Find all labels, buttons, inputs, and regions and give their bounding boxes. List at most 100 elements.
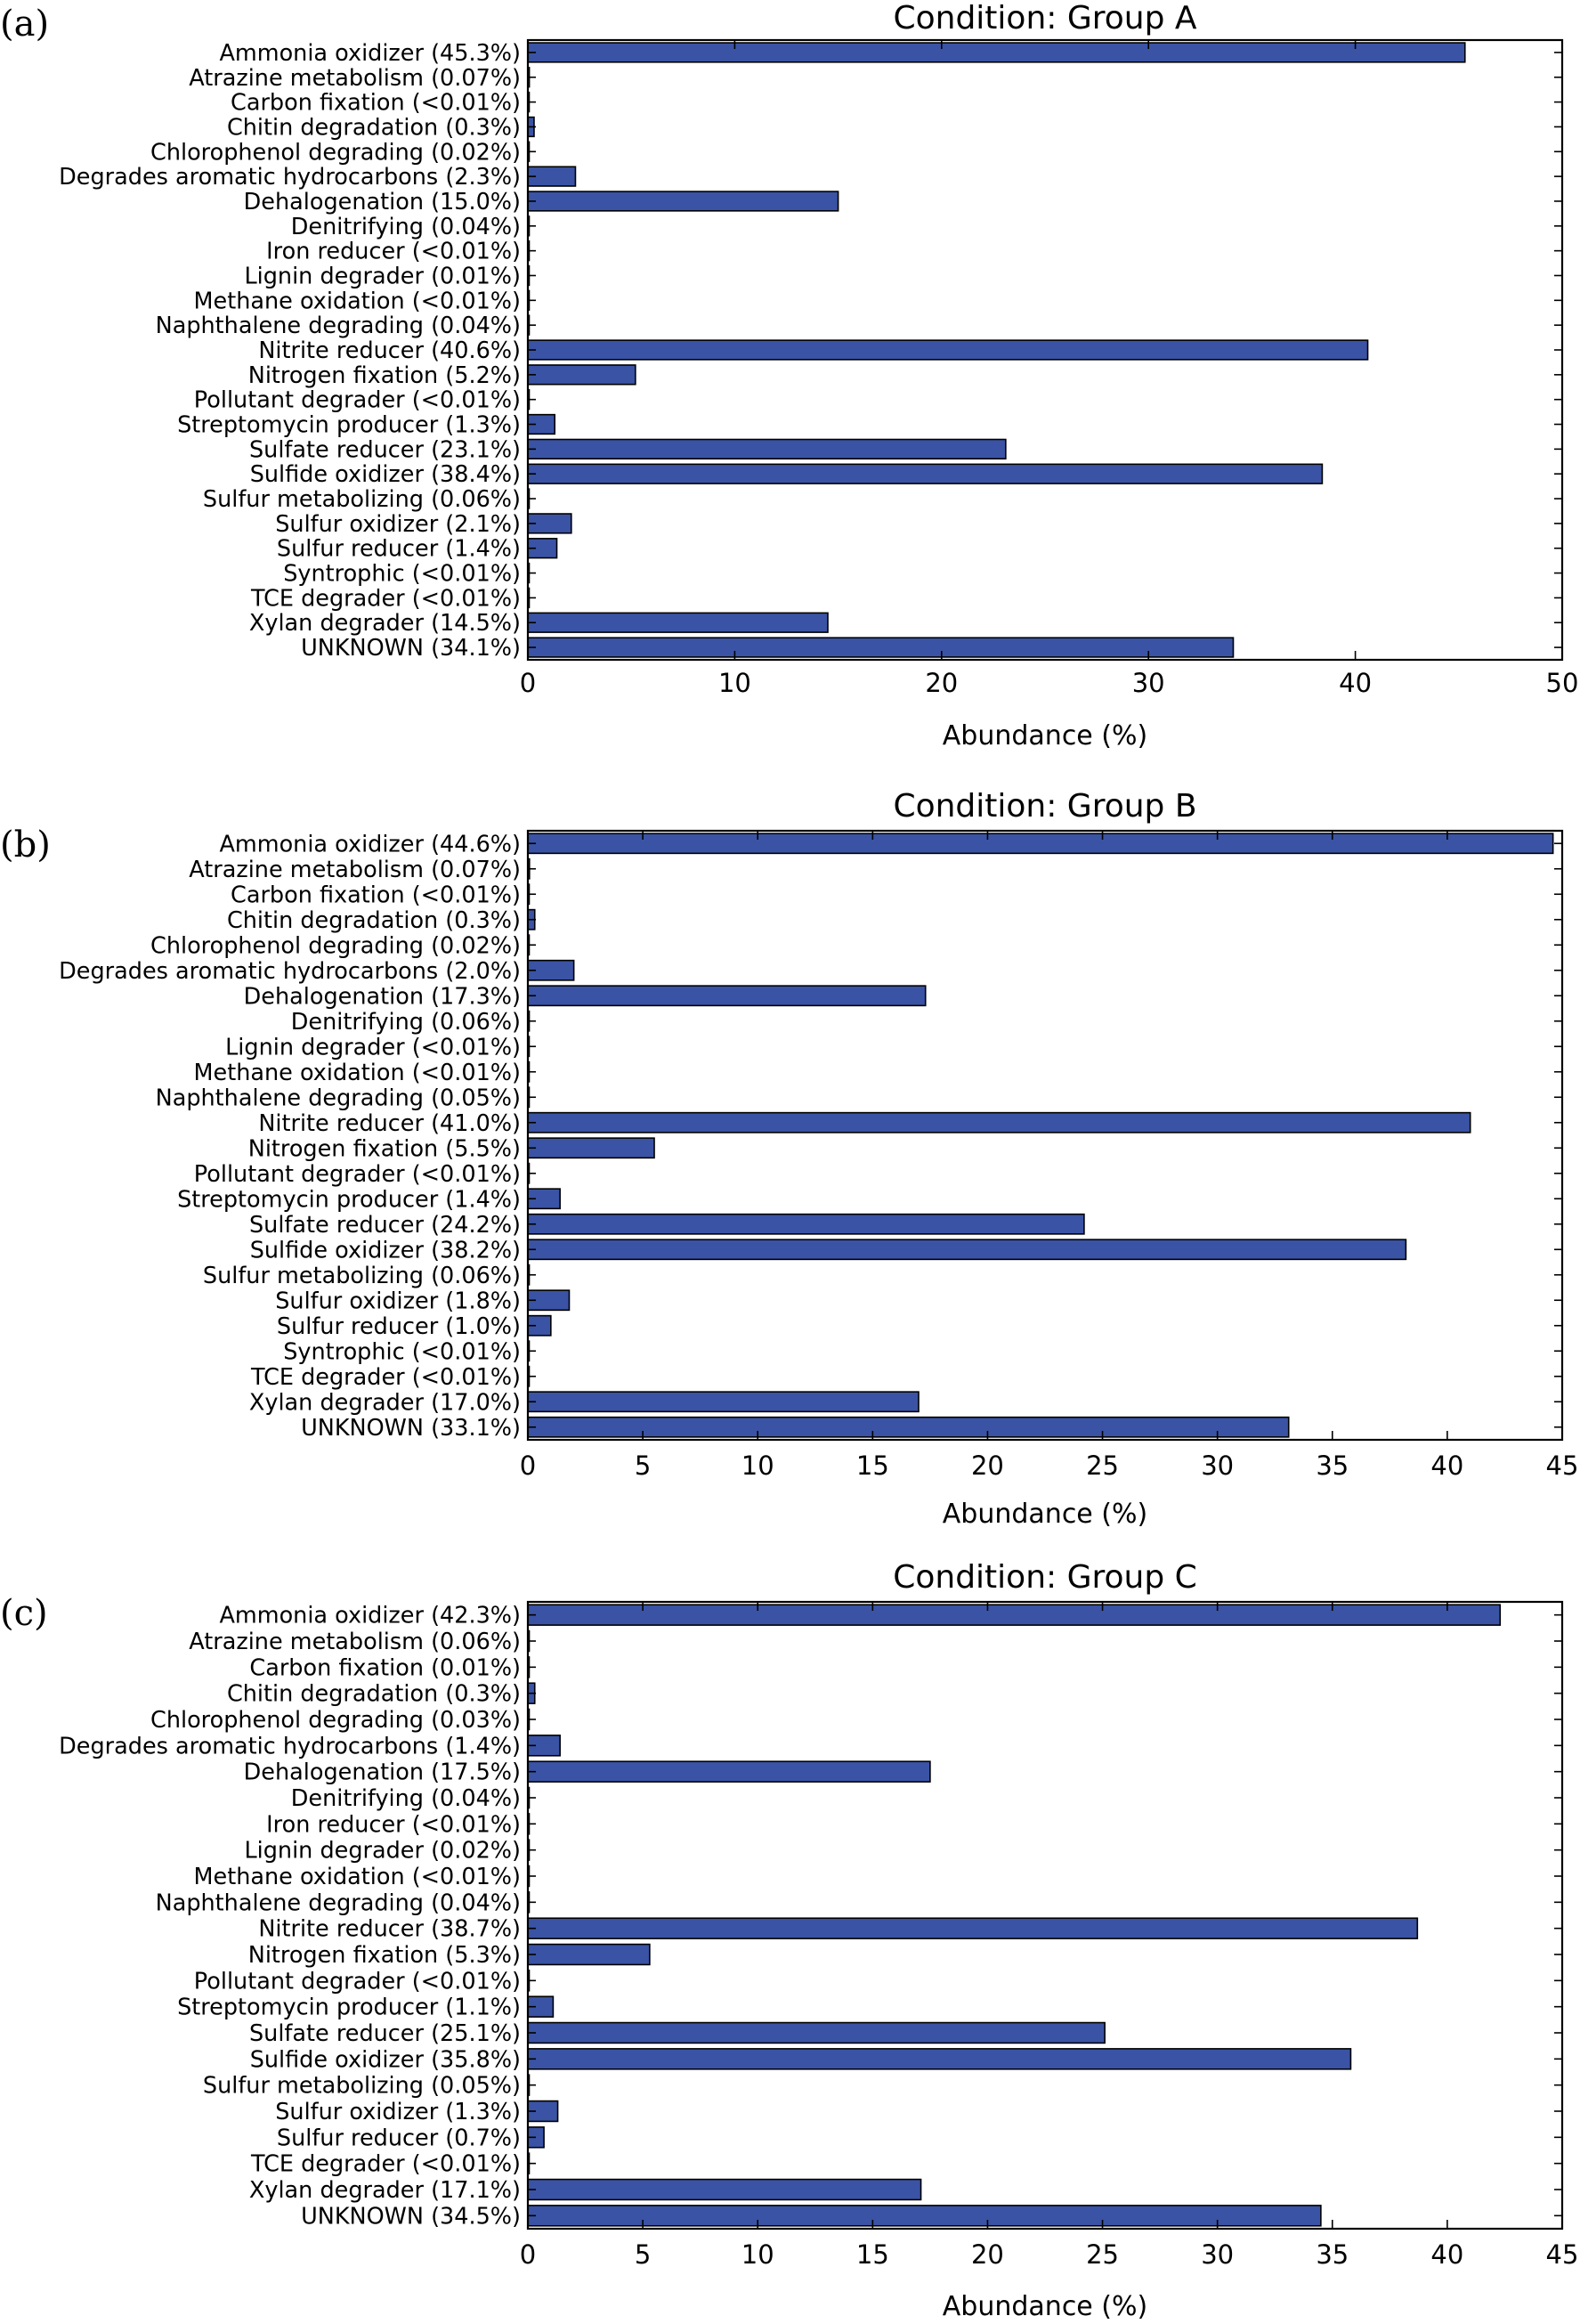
plot-frame <box>526 1600 1564 2231</box>
x-tick-label: 40 <box>1339 668 1372 698</box>
chart-title: Condition: Group C <box>893 1559 1197 1596</box>
category-label: Sulfate reducer (23.1%) <box>249 436 521 463</box>
x-tick-label: 0 <box>520 2239 536 2270</box>
x-tick-label: 45 <box>1546 1450 1579 1481</box>
category-label: Xylan degrader (17.0%) <box>249 1389 521 1416</box>
panel-label: (c) <box>0 1593 48 1634</box>
category-label: Pollutant degrader (<0.01%) <box>194 387 521 414</box>
bars <box>527 833 1554 1438</box>
chart-title: Condition: Group A <box>893 0 1196 37</box>
x-tick-label: 40 <box>1430 1450 1463 1481</box>
category-label: Lignin degrader (0.02%) <box>244 1838 521 1865</box>
category-label: Nitrite reducer (41.0%) <box>258 1110 521 1137</box>
bars <box>527 42 1466 658</box>
x-tick-label: 25 <box>1086 1450 1119 1481</box>
x-tick-label: 0 <box>520 668 536 698</box>
bar <box>527 1239 1407 1261</box>
category-label: Nitrogen fixation (5.3%) <box>248 1942 521 1969</box>
category-label: UNKNOWN (33.1%) <box>301 1415 521 1442</box>
bar <box>527 833 1554 855</box>
category-label: Sulfur reducer (0.7%) <box>277 2125 521 2151</box>
category-label: Sulfur reducer (1.0%) <box>277 1313 521 1340</box>
bar <box>527 42 1466 63</box>
category-label: TCE degrader (<0.01%) <box>250 585 521 612</box>
bar <box>527 1760 931 1783</box>
category-label: Carbon fixation (<0.01%) <box>231 882 521 908</box>
x-tick-label: 40 <box>1430 2239 1463 2270</box>
category-label: TCE degrader (<0.01%) <box>250 2151 521 2178</box>
category-label: Streptomycin producer (1.1%) <box>177 1995 521 2021</box>
category-label: Atrazine metabolism (0.07%) <box>189 857 521 883</box>
category-label: Carbon fixation (<0.01%) <box>231 90 521 117</box>
category-label: Sulfur metabolizing (0.06%) <box>203 486 521 513</box>
category-label: Sulfur oxidizer (2.1%) <box>275 511 521 538</box>
x-axis-label: Abundance (%) <box>943 720 1147 752</box>
category-label: Pollutant degrader (<0.01%) <box>194 1968 521 1995</box>
x-tick-label: 0 <box>520 1450 536 1481</box>
x-tick-label: 10 <box>741 2239 774 2270</box>
x-tick-label: 20 <box>971 1450 1004 1481</box>
bar <box>527 1943 651 1966</box>
bar <box>527 2021 1106 2044</box>
category-label: Sulfate reducer (25.1%) <box>249 2020 521 2047</box>
category-label: Streptomycin producer (1.4%) <box>177 1186 521 1213</box>
bar <box>527 612 829 633</box>
x-tick-label: 30 <box>1132 668 1165 698</box>
bar <box>527 1604 1502 1626</box>
x-tick-label: 30 <box>1201 1450 1234 1481</box>
category-label: Ammonia oxidizer (45.3%) <box>219 40 521 67</box>
x-axis-label: Abundance (%) <box>943 1499 1147 1530</box>
category-label: TCE degrader (<0.01%) <box>250 1364 521 1391</box>
x-axis: 0 5 10 15 20 25 30 35 40 45 <box>520 1602 1579 2270</box>
category-label: Pollutant degrader (<0.01%) <box>194 1161 521 1188</box>
bar <box>527 1137 655 1159</box>
x-tick-label: 25 <box>1086 2239 1119 2270</box>
bar <box>527 985 927 1007</box>
category-label: Streptomycin producer (1.3%) <box>177 412 521 439</box>
bar <box>527 1391 920 1413</box>
category-label: Sulfur metabolizing (0.06%) <box>203 1263 521 1289</box>
bar <box>527 2178 922 2201</box>
x-axis-label: Abundance (%) <box>943 2291 1147 2322</box>
bar <box>527 1917 1419 1939</box>
x-tick-label: 30 <box>1201 2239 1234 2270</box>
bar <box>527 2205 1322 2227</box>
category-label: Lignin degrader (0.01%) <box>244 263 521 289</box>
category-label: Ammonia oxidizer (44.6%) <box>219 831 521 857</box>
bar <box>527 1416 1290 1438</box>
category-label: Xylan degrader (17.1%) <box>249 2177 521 2204</box>
bars <box>527 1604 1502 2227</box>
category-label: Sulfur reducer (1.4%) <box>277 536 521 563</box>
x-tick-label: 15 <box>856 2239 889 2270</box>
bar <box>527 364 636 386</box>
category-label: Denitrifying (0.04%) <box>291 1785 521 1812</box>
x-tick-label: 45 <box>1546 2239 1579 2270</box>
bar <box>527 463 1324 484</box>
category-labels: Ammonia oxidizer (45.3%)Atrazine metabol… <box>59 40 521 662</box>
x-tick-label: 10 <box>741 1450 774 1481</box>
bar <box>527 637 1235 658</box>
category-label: Chlorophenol degrading (0.03%) <box>150 1707 521 1734</box>
category-label: Ammonia oxidizer (42.3%) <box>219 1603 521 1629</box>
x-tick-label: 50 <box>1546 668 1579 698</box>
category-label: Naphthalene degrading (0.05%) <box>156 1085 521 1111</box>
x-tick-label: 20 <box>971 2239 1004 2270</box>
category-label: Denitrifying (0.06%) <box>291 1009 521 1036</box>
category-label: Nitrite reducer (40.6%) <box>258 337 521 364</box>
category-label: Syntrophic (<0.01%) <box>283 1338 521 1365</box>
bar <box>527 2048 1352 2070</box>
category-label: Chlorophenol degrading (0.02%) <box>150 139 521 166</box>
chart-panel-b: (b) Condition: Group B Ammonia oxidizer (4… <box>0 788 1578 1530</box>
category-label: Degrades aromatic hydrocarbons (2.0%) <box>59 958 521 985</box>
category-label: Sulfide oxidizer (38.4%) <box>250 461 521 488</box>
category-label: Carbon fixation (0.01%) <box>249 1654 521 1681</box>
panel-label: (a) <box>0 4 49 45</box>
x-tick-label: 20 <box>925 668 958 698</box>
category-labels: Ammonia oxidizer (44.6%)Atrazine metabol… <box>59 831 521 1442</box>
category-label: Methane oxidation (<0.01%) <box>194 1864 521 1890</box>
category-label: Sulfur oxidizer (1.3%) <box>275 2099 521 2125</box>
category-label: Chlorophenol degrading (0.02%) <box>150 932 521 959</box>
category-label: Sulfur oxidizer (1.8%) <box>275 1288 521 1314</box>
x-tick-label: 5 <box>635 1450 651 1481</box>
